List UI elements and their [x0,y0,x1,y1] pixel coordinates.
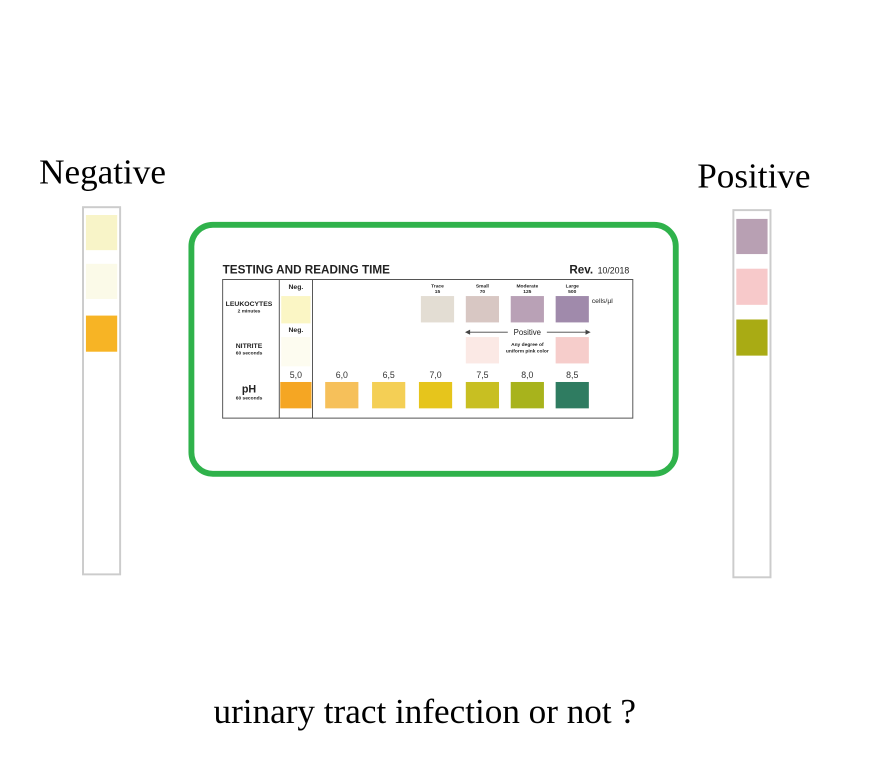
nitrite-note: uniform pink color [506,349,549,355]
rev-date: 10/2018 [598,266,630,276]
neg-label: Neg. [288,327,303,334]
unit: cells/µl [592,298,613,305]
level-name: Small [476,283,490,289]
positive-label: Positive [697,157,810,196]
ph-value: 8,5 [566,370,578,380]
negative-label: Negative [39,153,166,192]
level-value: 125 [523,289,531,295]
level-value: 500 [568,289,576,295]
level-name: Large [566,283,580,289]
level-value: 15 [435,289,441,295]
row-time: 60 seconds [236,351,263,357]
ph-swatches [280,381,589,409]
card-title: TESTING AND READING TIME [223,264,391,277]
level-name: Trace [431,283,444,289]
nitrite-positive: Positive [514,328,541,337]
nitrite-note: Any degree of [511,342,544,348]
row-name: NITRITE [236,343,263,350]
ph-value: 7,0 [429,370,441,380]
highlight-frame [188,221,679,477]
level-name: Moderate [516,283,538,289]
row-name: pH [242,384,257,396]
ph-value: 6,5 [383,370,395,380]
ph-value: 8,0 [521,370,533,380]
rev: Rev. [569,264,593,277]
row-time: 60 seconds [236,396,263,402]
row-time: 2 minutes [238,309,261,315]
row-name: LEUKOCYTES [226,301,273,308]
neg-label: Neg. [288,284,303,291]
reading-card: TESTING AND READING TIME Rev. 10/2018 Ne… [222,264,634,419]
negative-strip [82,206,122,576]
ph-value: 6,0 [336,370,348,380]
level-value: 70 [480,289,486,295]
ph-value: 5,0 [290,370,302,380]
caption: urinary tract infection or not ? [214,692,637,731]
positive-strip [732,209,772,579]
ph-value: 7,5 [476,370,488,380]
